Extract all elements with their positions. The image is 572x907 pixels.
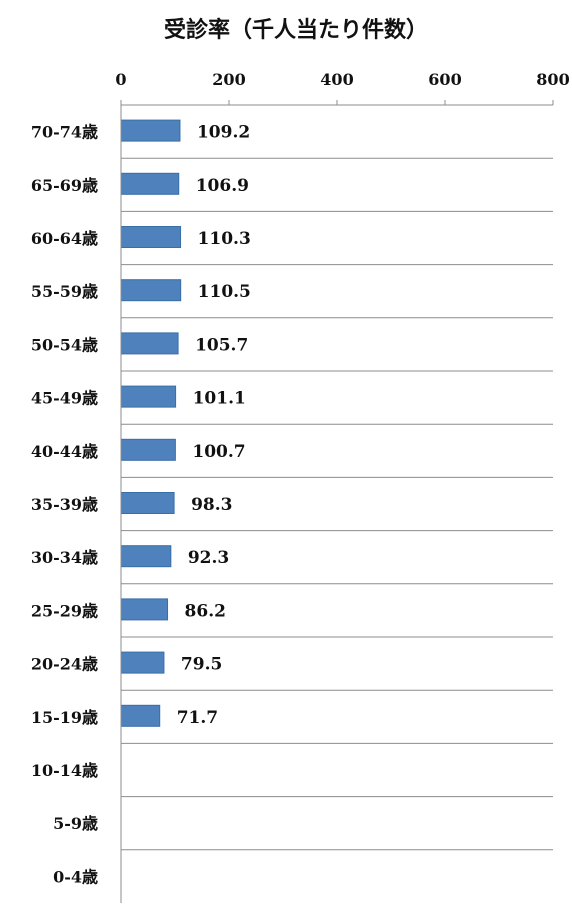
category-label: 25-29歳: [31, 601, 98, 620]
x-tick-label: 600: [428, 70, 461, 89]
x-tick-label: 0: [115, 70, 126, 89]
category-label: 0-4歳: [53, 867, 98, 886]
data-label: 106.9: [196, 176, 249, 196]
bar: [120, 704, 161, 727]
category-label: 35-39歳: [31, 495, 98, 514]
bar: [120, 545, 172, 568]
bar: [120, 279, 182, 302]
category-label: 55-59歳: [31, 282, 98, 301]
category-label: 60-64歳: [31, 229, 98, 248]
category-label: 30-34歳: [31, 548, 98, 567]
bar: [120, 438, 176, 461]
x-tick-label: 200: [212, 70, 245, 89]
x-tick-label: 400: [320, 70, 353, 89]
data-label: 105.7: [195, 335, 248, 355]
bars: [120, 119, 182, 727]
bar: [120, 651, 165, 674]
gridlines: [121, 104, 553, 851]
bar: [120, 385, 177, 408]
chart-title: 受診率（千人当たり件数）: [164, 17, 428, 43]
category-label: 40-44歳: [31, 442, 98, 461]
data-label: 110.3: [198, 229, 251, 249]
category-label: 5-9歳: [53, 814, 98, 833]
category-label: 10-14歳: [31, 761, 98, 780]
bar: [120, 172, 180, 195]
category-label: 45-49歳: [31, 389, 98, 408]
category-label: 70-74歳: [31, 123, 98, 142]
data-label: 79.5: [181, 655, 222, 675]
bar: [120, 598, 169, 621]
x-axis-ticks: 0 200 400 600 800: [115, 70, 570, 105]
category-label: 50-54歳: [31, 335, 98, 354]
data-label: 110.5: [198, 282, 251, 302]
category-label: 15-19歳: [31, 708, 98, 727]
bar: [120, 119, 181, 142]
bar: [120, 332, 179, 355]
data-label: 109.2: [197, 123, 250, 143]
data-label: 92.3: [188, 548, 229, 568]
x-tick-label: 800: [536, 70, 569, 89]
bar: [120, 226, 182, 248]
category-label: 65-69歳: [31, 176, 98, 195]
category-label: 20-24歳: [31, 655, 98, 674]
bar: [120, 492, 175, 514]
data-labels: 109.2 106.9 110.3 110.5 105.7 101.1 100.7 98.3 9…: [177, 123, 251, 728]
data-label: 71.7: [177, 708, 218, 728]
data-label: 86.2: [185, 601, 226, 621]
category-labels: 70-74歳 65-69歳 60-64歳 55-59歳 50-54歳 45-49歳 40-4…: [31, 123, 98, 887]
data-label: 101.1: [193, 389, 246, 409]
data-label: 98.3: [191, 495, 232, 515]
data-label: 100.7: [192, 442, 245, 462]
